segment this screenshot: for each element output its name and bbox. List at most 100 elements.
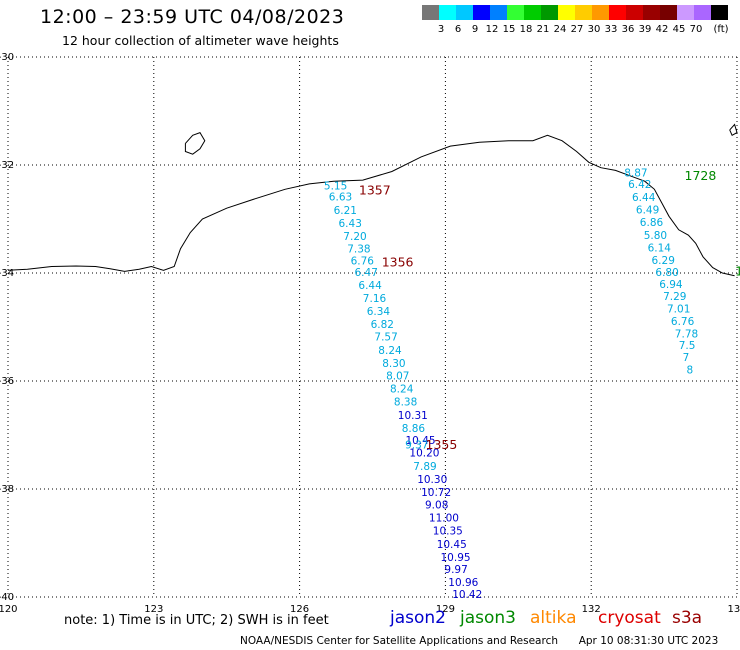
colorbar-label: 9 (471, 24, 479, 35)
wave-height-value: 8.30 (382, 358, 405, 370)
colorbar-label: 33 (604, 24, 618, 35)
colorbar-swatch (592, 5, 609, 20)
pass-time-label: 1728 (685, 168, 717, 183)
colorbar-label: 3 (437, 24, 445, 35)
lat-tick-label: -38 (0, 484, 14, 495)
wave-height-value: 7 (683, 352, 690, 364)
colorbar-swatch (524, 5, 541, 20)
colorbar-label: 12 (485, 24, 499, 35)
footer-organization: NOAA/NESDIS Center for Satellite Applica… (240, 635, 558, 647)
wave-height-value: 10.45 (406, 435, 436, 447)
lon-tick-label: 132 (582, 604, 601, 615)
colorbar-label: 24 (553, 24, 567, 35)
colorbar-label: 27 (570, 24, 584, 35)
wave-height-value: 5.80 (644, 230, 667, 242)
mainland-coast (7, 134, 735, 277)
colorbar-swatch (626, 5, 643, 20)
pass-time-label: 1 (735, 264, 740, 279)
wave-height-value: 6.34 (367, 306, 391, 318)
colorbar-label: 70 (689, 24, 703, 35)
wave-height-value: 10.31 (398, 410, 428, 422)
wave-height-value: 7.01 (667, 303, 690, 315)
wave-height-value: 7.29 (663, 291, 686, 303)
wave-height-value: 8.07 (386, 370, 409, 382)
wave-height-value: 6.94 (659, 279, 683, 291)
colorbar-label: 42 (655, 24, 669, 35)
map-title: 12:00 – 23:59 UTC 04/08/2023 (40, 6, 345, 28)
wave-height-value: 6.14 (648, 242, 672, 254)
wave-height-value: 10.72 (421, 487, 451, 499)
colorbar-swatch (694, 5, 711, 20)
wave-height-value: 10.30 (417, 474, 447, 486)
wave-height-value: 7.20 (343, 231, 366, 243)
wave-height-value: 6.63 (329, 192, 352, 204)
colorbar-label: 18 (519, 24, 533, 35)
colorbar-swatch (660, 5, 677, 20)
axis-labels: 120 123 126 129 132 135 -30 -32 -34 -36 -38 -40 (0, 52, 740, 615)
colorbar-swatch (558, 5, 575, 20)
wave-height-value: 7.5 (679, 340, 696, 352)
wave-height-value: 6.82 (371, 319, 394, 331)
lat-tick-label: -32 (0, 160, 14, 171)
pass-time-label: 1355 (426, 437, 458, 452)
wave-height-value: 7.57 (374, 332, 397, 344)
colorbar-swatch (643, 5, 660, 20)
colorbar-label: 6 (454, 24, 462, 35)
colorbar-label: 36 (621, 24, 635, 35)
colorbar-swatch (490, 5, 507, 20)
lat-tick-label: -30 (0, 52, 14, 63)
colorbar-swatch (541, 5, 558, 20)
colorbar-label: 30 (587, 24, 601, 35)
wave-height-value: 7.38 (347, 244, 370, 256)
lon-tick-label: 135 (727, 604, 740, 615)
wave-height-value: 6.80 (655, 267, 678, 279)
colorbar-label: 45 (672, 24, 686, 35)
wave-height-value: 6.76 (351, 255, 375, 267)
wave-height-value: 6.43 (339, 218, 362, 230)
map-subtitle: 12 hour collection of altimeter wave hei… (62, 33, 339, 48)
wave-height-value: 6.86 (640, 217, 664, 229)
wave-height-value: 7.78 (675, 328, 698, 340)
wave-height-value: 10.95 (441, 552, 471, 564)
wave-height-value: 8.24 (378, 345, 402, 357)
footer-timestamp: Apr 10 08:31:30 UTC 2023 (578, 635, 719, 647)
island (729, 123, 738, 137)
wave-height-value: 8 (687, 364, 694, 376)
colorbar-swatch (439, 5, 456, 20)
lat-tick-label: -34 (0, 268, 14, 279)
colorbar-swatch (456, 5, 473, 20)
colorbar-label: 15 (502, 24, 516, 35)
wave-height-value: 8.38 (394, 396, 417, 408)
colorbar-swatch (507, 5, 524, 20)
wave-height-value: 6.42 (628, 179, 651, 191)
colorbar-swatch (609, 5, 626, 20)
wave-height-value: 7.16 (363, 293, 387, 305)
lat-lon-grid (7, 56, 738, 598)
wave-height-value: 10.45 (437, 539, 467, 551)
wave-height-value: 6.49 (636, 205, 659, 217)
wave-height-value: 9.08 (425, 499, 448, 511)
wave-height-value: 6.29 (652, 255, 675, 267)
pass-time-label: 1357 (359, 183, 391, 198)
colorbar-label: 39 (638, 24, 652, 35)
lat-tick-label: -40 (0, 592, 14, 603)
colorbar-unit: (ft) (713, 24, 729, 35)
colorbar-swatch (677, 5, 694, 20)
wave-height-value: 10.20 (409, 448, 439, 460)
colorbar-swatch (422, 5, 439, 20)
wave-height-value: 9.37 (405, 440, 428, 452)
wave-height-value: 6.76 (671, 316, 695, 328)
footer-credit: NOAA/NESDIS Center for Satellite Applica… (240, 635, 718, 647)
lon-tick-label: 129 (436, 604, 455, 615)
lon-tick-label: 123 (144, 604, 163, 615)
island (184, 131, 206, 155)
colorbar-swatch (711, 5, 728, 20)
wave-height-value: 8.87 (624, 167, 647, 179)
wave-height-value: 9.97 (444, 564, 467, 576)
wave-height-value: 8.86 (402, 423, 426, 435)
coastline (7, 123, 738, 277)
wave-height-value: 8.24 (390, 383, 414, 395)
wave-height-value: 6.44 (358, 280, 382, 292)
lat-tick-label: -36 (0, 376, 14, 387)
